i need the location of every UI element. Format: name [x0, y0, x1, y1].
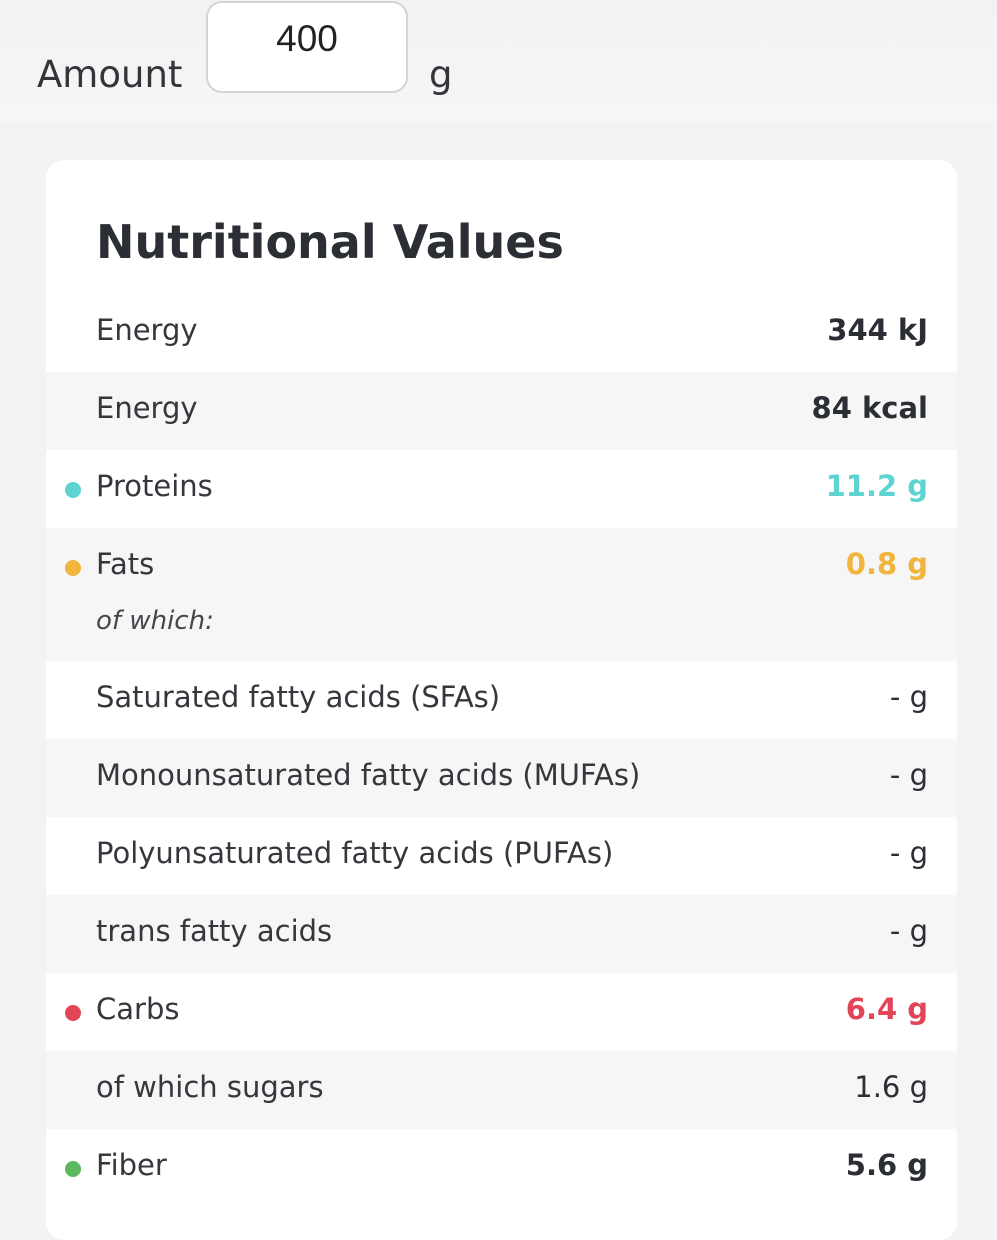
nutrient-row-sugars: of which sugars 1.6 g — [46, 1051, 957, 1129]
carbs-dot-icon — [65, 1005, 81, 1021]
nutrient-name: Fats — [96, 547, 155, 581]
nutrient-name: Energy — [96, 391, 198, 425]
nutrient-name: Fiber — [96, 1148, 167, 1182]
nutrient-row-pufas: Polyunsaturated fatty acids (PUFAs) - g — [46, 817, 957, 895]
nutrient-name: Monounsaturated fatty acids (MUFAs) — [96, 758, 641, 792]
amount-label: Amount — [37, 53, 183, 96]
nutrient-row-fats: Fats 0.8 g of which: — [46, 528, 957, 661]
nutrient-row-sfas: Saturated fatty acids (SFAs) - g — [46, 661, 957, 739]
nutrient-value: - g — [889, 680, 928, 714]
nutrient-name: Energy — [96, 313, 198, 347]
nutrient-subheading: of which: — [96, 606, 214, 636]
nutrient-value: 84 kcal — [811, 391, 928, 425]
nutrient-value: - g — [889, 758, 928, 792]
nutrient-value: 344 kJ — [827, 313, 928, 347]
nutrient-row-energy-kj: Energy 344 kJ — [46, 294, 957, 372]
nutrient-name: Polyunsaturated fatty acids (PUFAs) — [96, 836, 614, 870]
nutrient-name: Saturated fatty acids (SFAs) — [96, 680, 501, 714]
nutrient-value: 1.6 g — [854, 1070, 928, 1104]
nutrient-value: 6.4 g — [845, 992, 928, 1026]
nutrient-name: Proteins — [96, 469, 213, 503]
nutrient-row-mufas: Monounsaturated fatty acids (MUFAs) - g — [46, 739, 957, 817]
nutrient-value: 11.2 g — [825, 469, 928, 503]
nutrient-name: of which sugars — [96, 1070, 324, 1104]
nutrient-row-trans-fats: trans fatty acids - g — [46, 895, 957, 973]
nutrient-name: Carbs — [96, 992, 180, 1026]
nutrient-name: trans fatty acids — [96, 914, 333, 948]
nutrient-row-proteins: Proteins 11.2 g — [46, 450, 957, 528]
nutrient-value: - g — [889, 836, 928, 870]
nutrient-value: 0.8 g — [845, 547, 928, 581]
amount-unit: g — [429, 53, 453, 96]
card-title: Nutritional Values — [96, 215, 564, 269]
proteins-dot-icon — [65, 482, 81, 498]
nutrient-value: 5.6 g — [845, 1148, 928, 1182]
nutrient-row-carbs: Carbs 6.4 g — [46, 973, 957, 1051]
fats-dot-icon — [65, 560, 81, 576]
amount-input[interactable] — [206, 1, 408, 93]
fiber-dot-icon — [65, 1161, 81, 1177]
nutrient-row-energy-kcal: Energy 84 kcal — [46, 372, 957, 450]
amount-bar: Amount g — [0, 0, 997, 122]
nutrient-value: - g — [889, 914, 928, 948]
nutrition-card: Nutritional Values Energy 344 kJ Energy … — [46, 160, 957, 1240]
nutrient-row-fiber: Fiber 5.6 g — [46, 1129, 957, 1207]
